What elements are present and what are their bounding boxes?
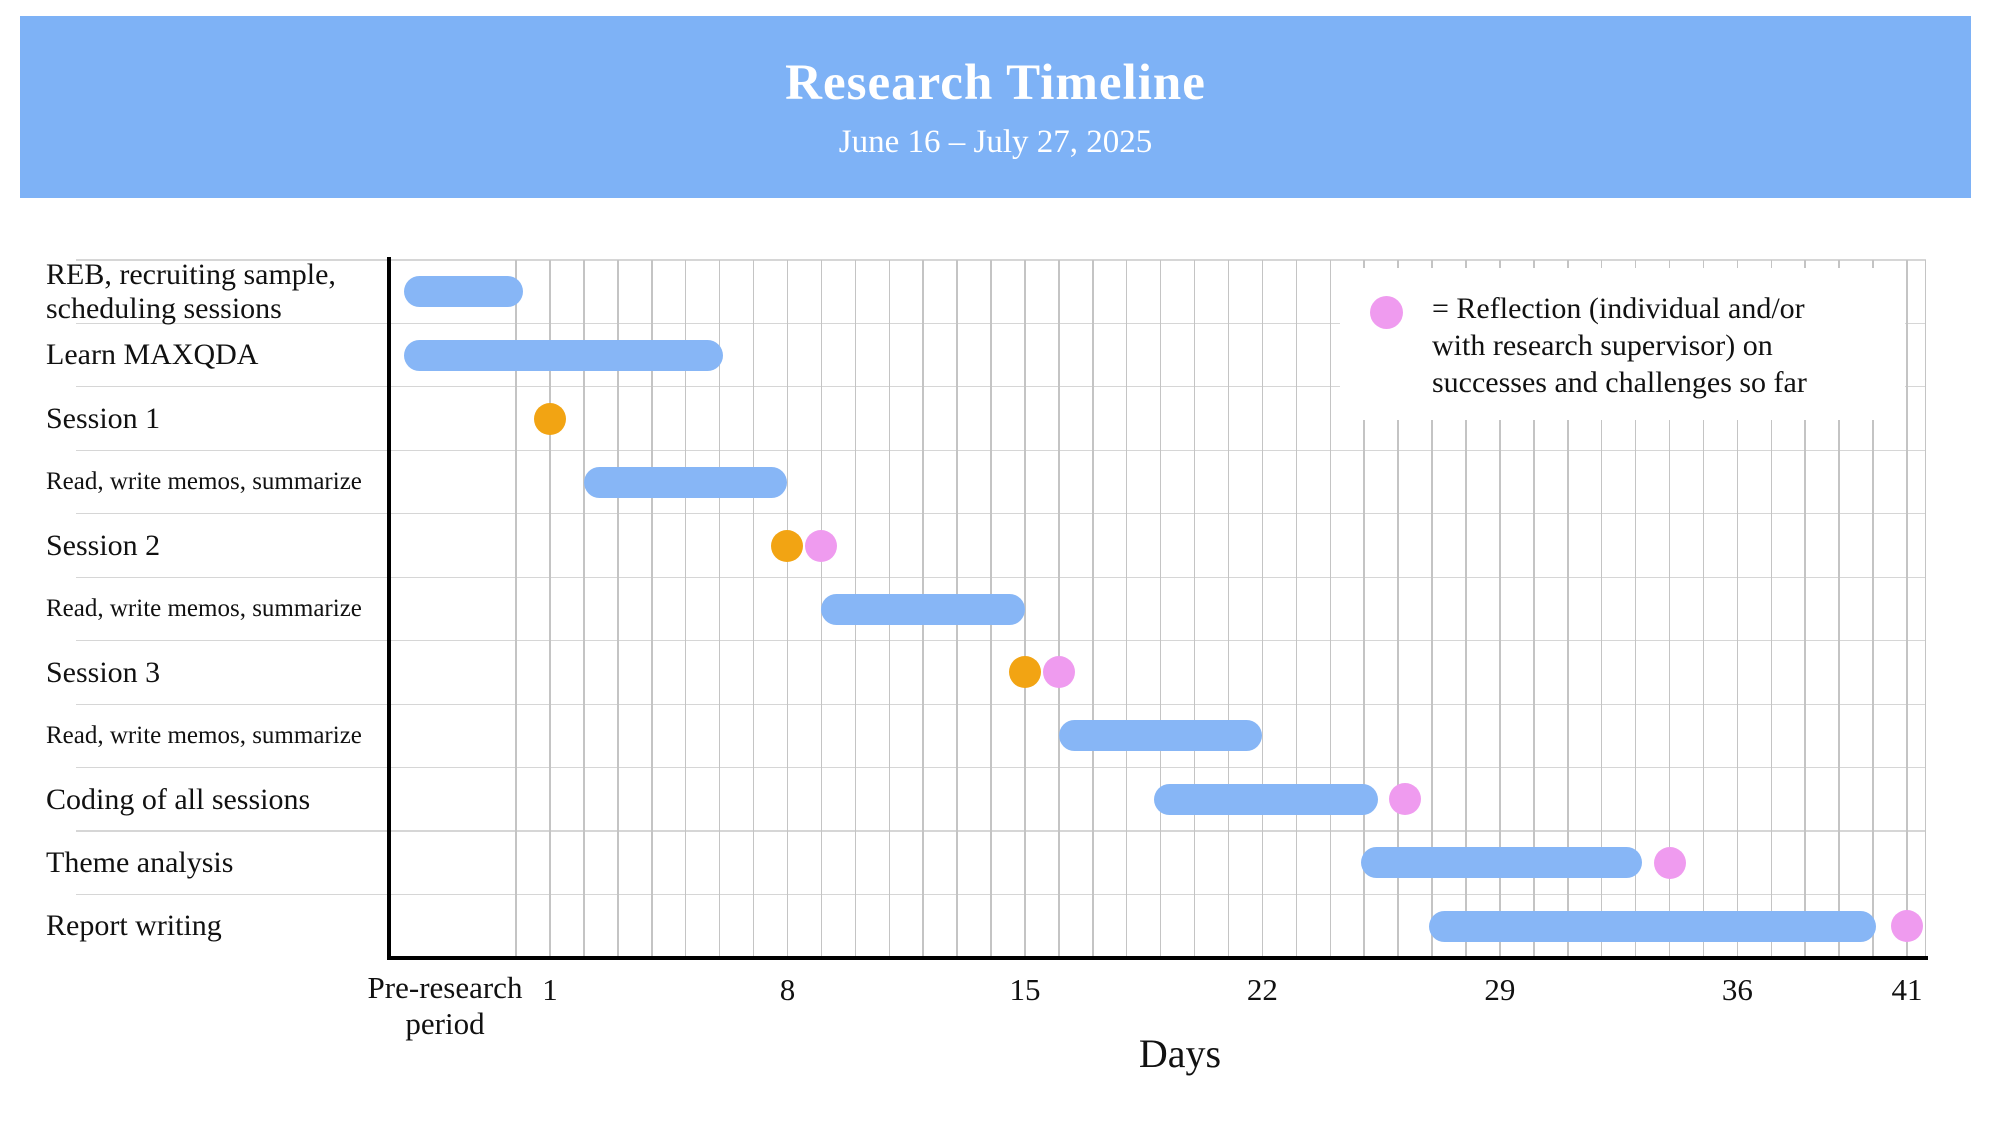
- reflection-dot: [1891, 910, 1923, 943]
- day-gridline: [1533, 260, 1535, 958]
- day-gridline: [1159, 260, 1162, 958]
- task-bar: [404, 339, 723, 371]
- day-gridline: [1567, 260, 1569, 958]
- day-gridline: [786, 260, 789, 958]
- x-tick-label: 22: [1246, 972, 1278, 1007]
- task-bar: [1153, 783, 1378, 815]
- task-label: Read, write memos, summarize: [46, 468, 362, 496]
- task-bar: [1058, 720, 1263, 752]
- row-boundary-gridline: [76, 449, 1926, 451]
- day-gridline: [1668, 260, 1671, 958]
- day-gridline: [651, 260, 653, 958]
- day-gridline: [1465, 260, 1467, 958]
- row-boundary-gridline: [76, 259, 1926, 261]
- row-boundary-gridline: [76, 640, 1926, 642]
- legend: = Reflection (individual and/or with res…: [1340, 268, 1905, 420]
- day-gridline: [1872, 260, 1874, 958]
- row-boundary-gridline: [76, 703, 1926, 705]
- task-label: Report writing: [46, 909, 222, 943]
- x-tick-label: 1: [542, 972, 558, 1007]
- task-label: Session 1: [46, 401, 161, 435]
- chart-subtitle: June 16 – July 27, 2025: [838, 123, 1153, 160]
- day-gridline: [1227, 260, 1230, 958]
- x-tick-label: 41: [1891, 972, 1923, 1007]
- session-dot: [771, 529, 804, 562]
- day-gridline: [1058, 260, 1060, 958]
- task-bar: [821, 593, 1025, 625]
- x-tick-label: 15: [1009, 972, 1041, 1007]
- task-bar: [583, 466, 788, 498]
- day-gridline: [583, 260, 585, 958]
- reflection-dot: [805, 529, 838, 562]
- reflection-dot: [1653, 846, 1686, 879]
- title-banner: Research Timeline June 16 – July 27, 202…: [20, 16, 1971, 198]
- row-boundary-gridline: [76, 322, 1926, 325]
- y-axis-line: [387, 257, 391, 960]
- day-gridline: [1024, 260, 1026, 958]
- row-boundary-gridline: [76, 513, 1926, 515]
- task-label: Read, write memos, summarize: [46, 721, 362, 749]
- x-tick-label: 29: [1484, 972, 1516, 1007]
- day-gridline: [1600, 260, 1603, 958]
- day-gridline: [1736, 260, 1739, 958]
- x-axis-line: [387, 956, 1928, 960]
- chart-title: Research Timeline: [785, 54, 1206, 111]
- x-tick-label: 36: [1721, 972, 1753, 1007]
- task-label: Session 2: [46, 528, 161, 562]
- row-boundary-gridline: [76, 767, 1926, 769]
- task-label: Read, write memos, summarize: [46, 594, 362, 622]
- task-bar: [1428, 910, 1877, 942]
- day-gridline: [1770, 260, 1773, 958]
- reflection-dot: [1388, 783, 1421, 816]
- pre-research-period-label: Pre-research period: [367, 970, 523, 1041]
- day-gridline: [1363, 260, 1365, 958]
- task-label: Coding of all sessions: [46, 782, 311, 816]
- legend-text: = Reflection (individual and/or with res…: [1432, 292, 1807, 399]
- day-gridline: [1295, 260, 1298, 958]
- row-boundary-gridline: [76, 893, 1926, 896]
- day-gridline: [752, 260, 755, 958]
- day-gridline: [1431, 260, 1433, 958]
- day-gridline: [1906, 260, 1908, 958]
- day-gridline: [1125, 260, 1128, 958]
- row-boundary-gridline: [76, 386, 1926, 388]
- day-gridline: [1702, 260, 1705, 958]
- x-axis-title: Days: [1138, 1031, 1222, 1076]
- x-tick-label: 8: [779, 972, 796, 1007]
- day-gridline: [1838, 260, 1840, 958]
- row-boundary-gridline: [76, 576, 1926, 578]
- day-gridline: [549, 260, 551, 958]
- row-boundary-gridline: [76, 830, 1926, 832]
- day-gridline: [1634, 260, 1637, 958]
- task-label: Theme analysis: [46, 846, 234, 879]
- task-bar: [404, 276, 523, 308]
- day-gridline: [1397, 260, 1399, 958]
- session-dot: [1008, 656, 1041, 689]
- day-gridline: [1329, 260, 1332, 958]
- task-label: REB, recruiting sample, scheduling sessi…: [46, 258, 336, 325]
- reflection-dot: [1042, 656, 1075, 689]
- day-gridline: [718, 260, 721, 958]
- day-gridline: [617, 260, 619, 958]
- plot-right-edge-gridline: [1924, 260, 1926, 958]
- session-dot: [534, 402, 566, 435]
- task-label: Learn MAXQDA: [46, 338, 259, 372]
- day-gridline: [1092, 260, 1094, 958]
- day-gridline: [1804, 260, 1806, 958]
- day-gridline: [1261, 260, 1264, 958]
- task-bar: [1360, 847, 1643, 879]
- day-gridline: [684, 260, 687, 958]
- day-gridline: [515, 260, 517, 958]
- task-label: Session 3: [46, 655, 161, 689]
- day-gridline: [1193, 260, 1196, 958]
- day-gridline: [1499, 260, 1501, 958]
- reflection-legend-dot-icon: [1370, 296, 1403, 329]
